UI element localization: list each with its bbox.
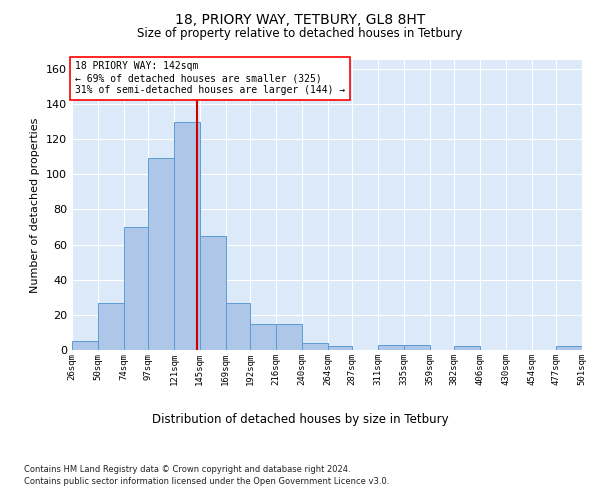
Text: 18 PRIORY WAY: 142sqm
← 69% of detached houses are smaller (325)
31% of semi-det: 18 PRIORY WAY: 142sqm ← 69% of detached … xyxy=(74,62,345,94)
Bar xyxy=(72,341,98,350)
Text: Size of property relative to detached houses in Tetbury: Size of property relative to detached ho… xyxy=(137,28,463,40)
Text: Contains public sector information licensed under the Open Government Licence v3: Contains public sector information licen… xyxy=(24,478,389,486)
Bar xyxy=(124,227,148,350)
Bar xyxy=(200,236,226,350)
Text: 18, PRIORY WAY, TETBURY, GL8 8HT: 18, PRIORY WAY, TETBURY, GL8 8HT xyxy=(175,12,425,26)
Bar xyxy=(378,344,404,350)
Text: Distribution of detached houses by size in Tetbury: Distribution of detached houses by size … xyxy=(152,412,448,426)
Text: Contains HM Land Registry data © Crown copyright and database right 2024.: Contains HM Land Registry data © Crown c… xyxy=(24,465,350,474)
Bar xyxy=(174,122,200,350)
Bar xyxy=(302,343,328,350)
Y-axis label: Number of detached properties: Number of detached properties xyxy=(31,118,40,292)
Bar xyxy=(404,344,430,350)
Bar xyxy=(556,346,582,350)
Bar xyxy=(98,302,124,350)
Bar xyxy=(276,324,302,350)
Bar xyxy=(454,346,480,350)
Bar xyxy=(250,324,276,350)
Bar xyxy=(328,346,352,350)
Bar xyxy=(226,302,250,350)
Bar xyxy=(148,158,174,350)
